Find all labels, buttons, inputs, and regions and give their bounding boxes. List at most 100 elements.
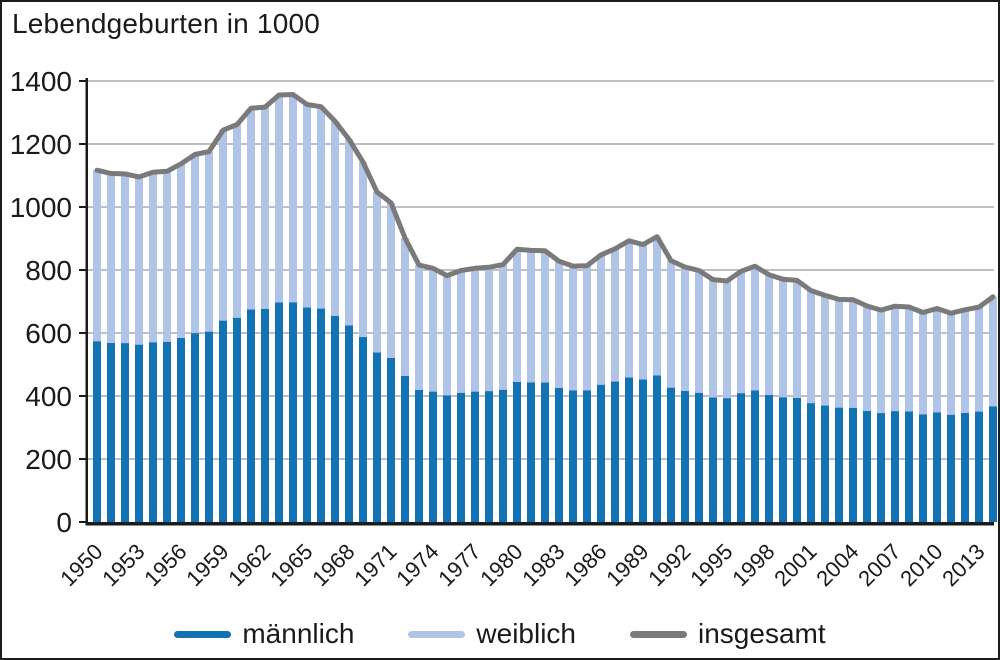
- x-axis-labels: 1950195319561959196219651968197119741977…: [55, 539, 989, 591]
- svg-text:2013: 2013: [937, 539, 989, 591]
- bar-weiblich-1959: [219, 130, 227, 321]
- bar-weiblich-1965: [303, 104, 311, 308]
- bar-maennlich-1991: [667, 387, 675, 522]
- bar-weiblich-1980: [513, 249, 521, 382]
- bar-maennlich-2001: [807, 403, 815, 522]
- svg-text:1950: 1950: [55, 539, 107, 591]
- bar-maennlich-1999: [779, 397, 787, 522]
- bar-maennlich-1960: [233, 317, 241, 522]
- bar-maennlich-1958: [205, 331, 213, 522]
- y-axis-ticks: [79, 80, 86, 523]
- bar-maennlich-1954: [149, 342, 157, 522]
- bar-weiblich-1953: [135, 176, 143, 345]
- svg-text:1956: 1956: [139, 539, 191, 591]
- bar-maennlich-1951: [107, 342, 115, 522]
- bar-maennlich-1988: [625, 377, 633, 522]
- bar-weiblich-2007: [891, 306, 899, 412]
- svg-text:1953: 1953: [97, 539, 149, 591]
- bar-weiblich-1996: [737, 271, 745, 394]
- svg-text:1959: 1959: [181, 539, 233, 591]
- bar-maennlich-1981: [527, 382, 535, 522]
- bar-maennlich-2009: [919, 414, 927, 522]
- bar-maennlich-1973: [415, 389, 423, 522]
- bar-weiblich-2012: [961, 309, 969, 413]
- bar-maennlich-1990: [653, 375, 661, 522]
- bar-weiblich-1999: [779, 279, 787, 398]
- bar-maennlich-2008: [905, 411, 913, 522]
- svg-text:2007: 2007: [853, 539, 905, 591]
- bar-weiblich-1982: [541, 250, 549, 383]
- bar-weiblich-1963: [275, 94, 283, 303]
- bar-weiblich-1957: [191, 154, 199, 334]
- bar-weiblich-1954: [149, 172, 157, 343]
- bar-maennlich-1989: [639, 379, 647, 522]
- svg-text:1998: 1998: [727, 539, 779, 591]
- bar-weiblich-1970: [373, 191, 381, 353]
- bar-maennlich-1998: [765, 394, 773, 522]
- bar-maennlich-2014: [989, 406, 997, 522]
- bar-maennlich-1979: [499, 389, 507, 522]
- bar-maennlich-1968: [345, 325, 353, 522]
- bar-maennlich-1986: [597, 384, 605, 522]
- bar-weiblich-2003: [835, 299, 843, 408]
- svg-text:1986: 1986: [559, 539, 611, 591]
- svg-text:1980: 1980: [475, 539, 527, 591]
- bar-weiblich-2001: [807, 290, 815, 404]
- bar-weiblich-1971: [387, 202, 395, 358]
- bar-weiblich-1960: [233, 124, 241, 318]
- bar-weiblich-2009: [919, 312, 927, 415]
- svg-text:1992: 1992: [643, 539, 695, 591]
- bar-weiblich-1974: [429, 268, 437, 392]
- bar-maennlich-1972: [401, 375, 409, 522]
- bar-maennlich-1977: [471, 391, 479, 522]
- bar-maennlich-1984: [569, 390, 577, 522]
- bar-weiblich-1958: [205, 151, 213, 332]
- legend-item-weiblich: weiblich: [408, 618, 576, 650]
- total-line: [94, 92, 996, 316]
- bar-maennlich-1956: [177, 337, 185, 522]
- bar-maennlich-2013: [975, 411, 983, 522]
- bar-maennlich-2012: [961, 412, 969, 522]
- bar-weiblich-1981: [527, 250, 535, 383]
- bar-maennlich-1983: [555, 387, 563, 522]
- bar-weiblich-1975: [443, 275, 451, 396]
- bar-weiblich-1984: [569, 266, 577, 391]
- bar-weiblich-1997: [751, 266, 759, 391]
- bar-maennlich-1963: [275, 302, 283, 522]
- svg-text:1400: 1400: [10, 66, 72, 97]
- bar-weiblich-1968: [345, 139, 353, 326]
- bar-maennlich-2011: [947, 414, 955, 522]
- bar-weiblich-1966: [317, 106, 325, 309]
- axes: [85, 78, 994, 526]
- bar-weiblich-1998: [765, 274, 773, 395]
- bar-maennlich-1953: [135, 344, 143, 522]
- svg-text:1974: 1974: [391, 539, 443, 591]
- chart-title: Lebendgeburten in 1000: [12, 8, 321, 39]
- bar-maennlich-2004: [849, 407, 857, 522]
- bar-maennlich-1980: [513, 381, 521, 522]
- bar-weiblich-1969: [359, 162, 367, 338]
- y-axis-labels: 0 200 400 600 800 1000 1200 1400: [10, 66, 72, 538]
- legend-item-insgesamt: insgesamt: [630, 618, 826, 650]
- bar-maennlich-1975: [443, 395, 451, 522]
- bar-weiblich-1961: [247, 108, 255, 310]
- svg-text:1995: 1995: [685, 539, 737, 591]
- bar-weiblich-1985: [583, 265, 591, 391]
- bar-weiblich-1990: [653, 236, 661, 376]
- bar-weiblich-1989: [639, 244, 647, 380]
- bar-weiblich-1986: [597, 254, 605, 385]
- svg-text:1977: 1977: [433, 539, 485, 591]
- bar-maennlich-1993: [695, 392, 703, 522]
- bar-maennlich-1995: [723, 398, 731, 522]
- bar-weiblich-1988: [625, 240, 633, 378]
- bar-maennlich-2002: [821, 405, 829, 522]
- bar-maennlich-1997: [751, 390, 759, 522]
- bar-weiblich-1991: [667, 260, 675, 388]
- bar-weiblich-1993: [695, 270, 703, 393]
- bar-weiblich-2004: [849, 299, 857, 408]
- bar-maennlich-1971: [387, 357, 395, 522]
- bar-maennlich-1964: [289, 302, 297, 522]
- bar-weiblich-2002: [821, 295, 829, 406]
- bar-maennlich-1970: [373, 352, 381, 522]
